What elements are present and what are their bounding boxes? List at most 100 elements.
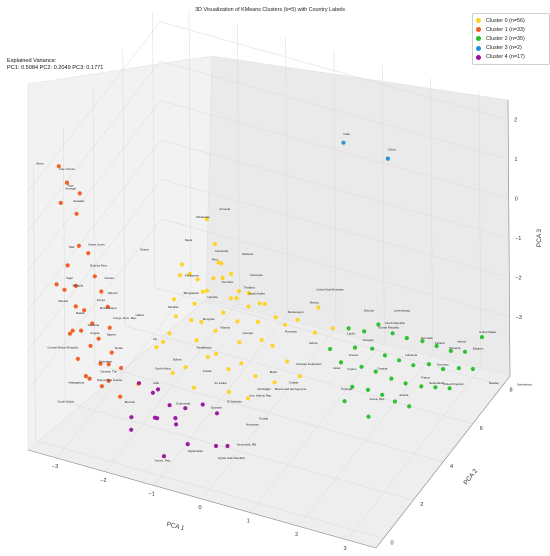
cluster-0-point [221,310,226,315]
cluster-2-point [479,335,485,340]
cluster-1-point [83,374,88,379]
cluster-1-point [87,376,92,381]
country-label: Syrian Arab Republic [218,456,246,460]
x-tick-label: −1 [148,491,154,497]
legend: Cluster 0 (n=56) Cluster 1 (n=33) Cluste… [472,13,550,65]
y-tick-label: 4 [450,464,453,470]
legend-label: Cluster 0 (n=56) [486,17,525,24]
country-label: Mozambique [100,306,117,310]
country-label: Finland [435,341,445,345]
cluster-2-point [382,353,387,358]
cluster-0-point [272,380,277,385]
cluster-2-point [328,346,333,352]
country-label: Papua New Guinea [97,378,122,382]
cluster-2-point [441,367,446,372]
country-label: Tunisia [259,417,269,421]
z-tick-label: 1 [514,157,517,163]
cluster-2-point [370,346,375,351]
cluster-0-point [257,301,262,306]
country-label: Afghanistan [188,449,204,453]
cluster-4-point [155,387,161,392]
y-gridline [62,126,414,501]
cluster-0-point [199,319,204,325]
country-label: Eswatini [74,199,85,203]
country-label: Gabon [136,313,145,317]
country-label: Nigeria [107,333,117,337]
cluster-0-point [170,370,175,376]
country-label: Latvia [347,331,355,335]
z-tick-label: −1 [515,236,521,242]
cluster-1-point [74,211,79,216]
country-label: Uganda [207,295,218,299]
country-label: Albania [220,325,230,329]
x-axis-label: PCA 1 [166,521,186,532]
cluster-0-point [213,351,219,356]
country-label: Djibouti [108,291,118,295]
country-label: Armenia [219,207,230,211]
cluster-1-point [79,328,84,333]
country-label: Ghana [140,247,149,251]
cluster-0-point [212,242,217,247]
cluster-0-point [195,277,200,282]
cluster-4-point [161,454,167,459]
cluster-0-point [178,273,183,278]
country-label: Kuwait [203,369,212,373]
cluster-0-point [285,359,290,364]
axis-lines [27,99,511,549]
country-label: Tanzania [87,323,99,327]
explained-variance: Explained Variance: PC1: 0.5084 PC2: 0.2… [7,58,103,72]
cluster-4-point [213,443,219,449]
cluster-2-point [373,369,378,374]
country-label: Lithuania [405,353,417,357]
cluster-0-point [270,343,275,348]
country-label: Ireland [457,339,466,343]
z-axis-label: PCA 3 [536,229,543,248]
country-label: Sudan [115,346,124,350]
cluster-2-point [403,381,408,386]
country-label: Montenegro [288,310,304,314]
cluster-0-point [228,296,233,301]
legend-item-cluster-4: Cluster 4 (n=17) [476,53,546,62]
country-label: Greece [349,353,359,357]
gridlines [25,10,510,540]
country-label: Estonia [364,309,374,313]
cluster-1-point [70,328,75,333]
cluster-4-point [185,442,190,447]
cluster-0-point [237,340,242,345]
cluster-4-point [136,381,142,386]
country-label: Slovak Republic [378,325,399,329]
country-label: Czech Republic [385,321,406,325]
country-label: Russian Federation [297,362,322,366]
country-label: Central African Republic [47,346,79,350]
country-label: Guinea [105,276,115,280]
y-axis-label: PCA 2 [462,467,479,486]
country-label: Venezuela, RB [237,443,256,447]
country-label: Nepal [185,238,193,242]
country-label: Uzbekistan [196,215,211,219]
cluster-2-point [433,385,438,390]
cluster-0-point [191,385,196,390]
country-label: Sri Lanka [214,381,227,385]
cluster-2-point [346,326,351,331]
legend-marker-icon [476,18,481,24]
cluster-2-point [397,358,402,363]
country-label: Mongolia [203,317,215,321]
y-gridline [122,49,473,425]
cluster-4-point [174,422,179,427]
cluster-3-point [341,140,346,145]
country-label: Fiji [153,337,157,341]
country-label: Zimbabwe [99,359,113,363]
legend-label: Cluster 4 (n=17) [486,54,525,61]
country-label: Canada [377,367,388,371]
x-gridline [250,64,385,513]
cluster-0-point [173,314,178,319]
cluster-1-point [109,350,114,355]
cluster-0-point [297,374,302,379]
legend-item-cluster-3: Cluster 3 (n=2) [476,44,546,53]
cluster-4-point [152,415,157,420]
cluster-1-point [73,283,78,288]
cluster-0-point [154,345,159,350]
country-label: Austria [399,393,408,397]
country-label: France [421,376,430,380]
cluster-0-point [246,291,252,296]
